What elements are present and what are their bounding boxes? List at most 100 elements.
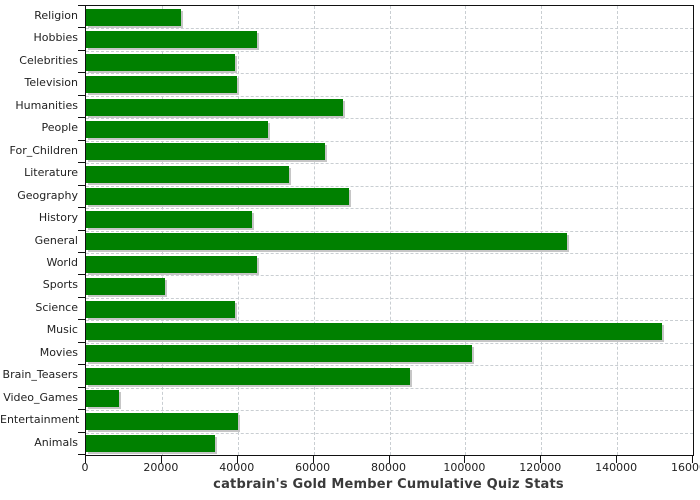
gridline-horizontal	[86, 432, 693, 434]
gridline-horizontal	[86, 28, 693, 30]
category-label: Brain_Teasers	[2, 368, 78, 382]
category-label: Religion	[34, 9, 78, 22]
gridline-horizontal	[86, 320, 693, 322]
bar-general	[86, 233, 567, 251]
y-tick-mark	[78, 251, 86, 253]
gridline-horizontal	[86, 275, 693, 277]
y-tick-mark	[78, 162, 86, 164]
bar-brain_teasers	[86, 367, 410, 385]
category-label: Literature	[24, 166, 78, 180]
x-tick-label: 0	[81, 461, 89, 474]
gridline-horizontal	[86, 163, 693, 165]
category-label: Video_Games	[3, 390, 78, 404]
category-label: General	[34, 233, 78, 247]
x-tick-label: 20000	[143, 461, 179, 474]
gridline-horizontal	[86, 252, 693, 254]
y-tick-mark	[78, 72, 86, 74]
category-label: Humanities	[15, 98, 78, 112]
y-tick-mark	[78, 341, 86, 343]
gridline-horizontal	[86, 297, 693, 299]
y-tick-mark	[78, 5, 86, 6]
y-tick-mark	[78, 431, 86, 433]
bar-for_children	[86, 143, 325, 161]
category-label: Celebrities	[19, 53, 78, 67]
x-tick-label: 40000	[219, 461, 255, 474]
x-tick-label: 160000	[671, 461, 700, 474]
y-tick-mark	[78, 229, 86, 231]
gridline-horizontal	[86, 50, 693, 52]
bar-geography	[86, 188, 349, 206]
gridline-horizontal	[86, 230, 693, 232]
category-label: History	[38, 211, 78, 225]
bar-television	[86, 76, 237, 94]
gridline-horizontal	[86, 73, 693, 75]
x-tick-mark	[388, 456, 390, 463]
category-label: Science	[35, 300, 78, 314]
x-tick-label: 100000	[443, 461, 486, 474]
category-label: Animals	[34, 435, 78, 449]
bar-people	[86, 120, 268, 138]
bar-humanities	[86, 98, 343, 116]
bar-entertainment	[86, 412, 238, 430]
category-label: Movies	[39, 345, 78, 359]
bar-hobbies	[86, 31, 257, 49]
y-tick-mark	[78, 117, 86, 119]
y-tick-mark	[78, 386, 86, 388]
y-tick-mark	[78, 139, 86, 141]
category-label: Hobbies	[33, 31, 78, 45]
bar-sports	[86, 278, 165, 296]
x-tick-mark	[236, 456, 238, 463]
x-tick-label: 120000	[519, 461, 562, 474]
x-tick-label: 60000	[295, 461, 331, 474]
bar-religion	[86, 8, 181, 26]
bar-celebrities	[86, 53, 235, 71]
y-tick-mark	[78, 409, 86, 411]
x-tick-mark	[616, 456, 618, 463]
gridline-horizontal	[86, 95, 693, 97]
y-tick-mark	[78, 364, 86, 366]
x-tick-mark	[540, 456, 542, 463]
y-tick-mark	[78, 319, 86, 321]
category-label: Entertainment	[0, 413, 80, 427]
gridline-horizontal	[86, 365, 693, 367]
y-tick-mark	[78, 49, 86, 51]
gridline-horizontal	[86, 342, 693, 344]
category-label: Television	[24, 76, 79, 90]
category-label: Music	[46, 323, 78, 337]
x-tick-mark	[160, 456, 162, 463]
y-tick-mark	[78, 94, 86, 96]
x-tick-mark	[312, 456, 314, 463]
y-tick-mark	[78, 454, 86, 455]
bar-movies	[86, 345, 472, 363]
x-tick-label: 140000	[595, 461, 638, 474]
category-label: Geography	[17, 188, 78, 202]
y-tick-mark	[78, 296, 86, 298]
y-tick-mark	[78, 184, 86, 186]
gridline-horizontal	[86, 185, 693, 187]
category-label: People	[41, 121, 78, 135]
bar-music	[86, 323, 662, 341]
category-label: Sports	[42, 278, 78, 292]
plot-area	[85, 5, 694, 456]
y-tick-mark	[78, 27, 86, 29]
gridline-horizontal	[86, 410, 693, 412]
category-label: World	[46, 255, 78, 269]
bar-science	[86, 300, 235, 318]
gridline-horizontal	[86, 140, 693, 142]
bar-literature	[86, 165, 289, 183]
bar-video_games	[86, 390, 119, 408]
category-label: For_Children	[9, 143, 78, 157]
gridline-horizontal	[86, 208, 693, 210]
x-tick-mark	[464, 456, 466, 463]
y-tick-mark	[78, 274, 86, 276]
chart-title: catbrain's Gold Member Cumulative Quiz S…	[213, 477, 564, 492]
bar-history	[86, 210, 252, 228]
gridline-horizontal	[86, 118, 693, 120]
x-tick-mark	[85, 456, 86, 463]
x-tick-mark	[692, 456, 693, 463]
bar-world	[86, 255, 257, 273]
bar-animals	[86, 435, 215, 453]
x-tick-label: 80000	[371, 461, 406, 474]
gridline-horizontal	[86, 387, 693, 389]
